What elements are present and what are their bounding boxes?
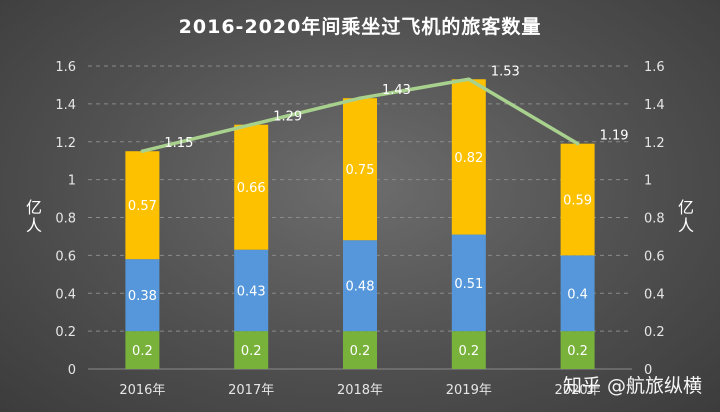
bar-segment bbox=[234, 331, 269, 369]
bar-data-label: 0.2 bbox=[458, 344, 479, 359]
bar-data-label: 0.2 bbox=[567, 344, 588, 359]
y2-tick-label: 0.8 bbox=[644, 212, 665, 227]
y-tick-label: 1.6 bbox=[55, 60, 76, 75]
x-tick-label: 2016年 bbox=[119, 383, 165, 398]
x-tick-label: 2018年 bbox=[337, 383, 383, 398]
y2-tick-label: 0.4 bbox=[644, 287, 665, 302]
bar-data-label: 0.59 bbox=[563, 194, 592, 209]
watermark: 知乎 @航旅纵横 bbox=[562, 375, 702, 397]
y-tick-label: 0.4 bbox=[55, 287, 76, 302]
bar-data-label: 0.82 bbox=[454, 151, 483, 166]
y-tick-label: 0.2 bbox=[55, 325, 76, 340]
y-tick-label: 1.4 bbox=[55, 98, 76, 113]
y-tick-label: 0 bbox=[68, 363, 76, 378]
y-tick-label: 1.2 bbox=[55, 136, 76, 151]
bar-segment bbox=[125, 151, 160, 260]
bar-data-label: 0.38 bbox=[128, 289, 157, 304]
bar-data-label: 0.2 bbox=[132, 344, 153, 359]
chart-title: 2016-2020年间乘坐过飞机的旅客数量 bbox=[178, 16, 542, 38]
line-data-label: 1.29 bbox=[273, 110, 302, 125]
y-tick-label: 0.6 bbox=[55, 249, 76, 264]
bar-segment bbox=[560, 255, 595, 332]
y2-axis-title-char: 亿 bbox=[678, 198, 694, 217]
line-data-label: 1.15 bbox=[164, 136, 193, 151]
y-tick-label: 1 bbox=[68, 174, 76, 189]
total-line-point bbox=[575, 141, 580, 146]
bar-data-label: 0.2 bbox=[350, 344, 371, 359]
bar-data-label: 0.57 bbox=[128, 199, 157, 214]
bar-segment bbox=[234, 249, 269, 332]
bar-data-label: 0.43 bbox=[237, 284, 266, 299]
line-data-label: 1.53 bbox=[491, 64, 520, 79]
bar-data-label: 0.75 bbox=[346, 163, 375, 178]
bar-segment bbox=[234, 124, 269, 250]
total-line-point bbox=[358, 96, 362, 100]
total-line-point bbox=[249, 122, 253, 127]
bar-segment bbox=[343, 98, 377, 241]
y2-tick-label: 0.2 bbox=[644, 325, 665, 340]
bar-segment bbox=[125, 259, 160, 332]
bar-segment bbox=[343, 331, 377, 369]
bar-data-label: 0.48 bbox=[346, 280, 375, 295]
y2-tick-label: 1.4 bbox=[644, 98, 665, 113]
bar-data-label: 0.2 bbox=[241, 344, 262, 359]
y-axis-title-char: 亿 bbox=[26, 198, 42, 217]
y-tick-label: 0.8 bbox=[55, 212, 76, 227]
bar-segment bbox=[560, 143, 595, 256]
bar-segment bbox=[560, 331, 595, 369]
x-tick-label: 2019年 bbox=[446, 383, 492, 398]
bar-data-label: 0.4 bbox=[567, 287, 588, 302]
y2-tick-label: 1.2 bbox=[644, 136, 665, 151]
y2-tick-label: 0 bbox=[644, 363, 652, 378]
y2-axis-title-char: 人 bbox=[678, 216, 694, 235]
bar-data-label: 0.51 bbox=[454, 277, 483, 292]
total-line-point bbox=[467, 77, 471, 82]
bar-segment bbox=[451, 234, 486, 332]
x-tick-label: 2020年 bbox=[555, 383, 601, 398]
y2-tick-label: 1.6 bbox=[644, 60, 665, 75]
bar-data-label: 0.66 bbox=[237, 181, 266, 196]
y-axis-title-char: 人 bbox=[26, 216, 42, 235]
y2-tick-label: 0.6 bbox=[644, 249, 665, 264]
bar-segment bbox=[451, 79, 486, 235]
bar-segment bbox=[343, 240, 377, 332]
bar-segment bbox=[451, 331, 486, 369]
y2-tick-label: 1 bbox=[644, 174, 652, 189]
x-tick-label: 2017年 bbox=[228, 383, 274, 398]
total-line-point bbox=[140, 149, 145, 154]
line-data-label: 1.19 bbox=[600, 129, 629, 144]
line-data-label: 1.43 bbox=[382, 83, 411, 98]
bar-segment bbox=[125, 331, 160, 369]
